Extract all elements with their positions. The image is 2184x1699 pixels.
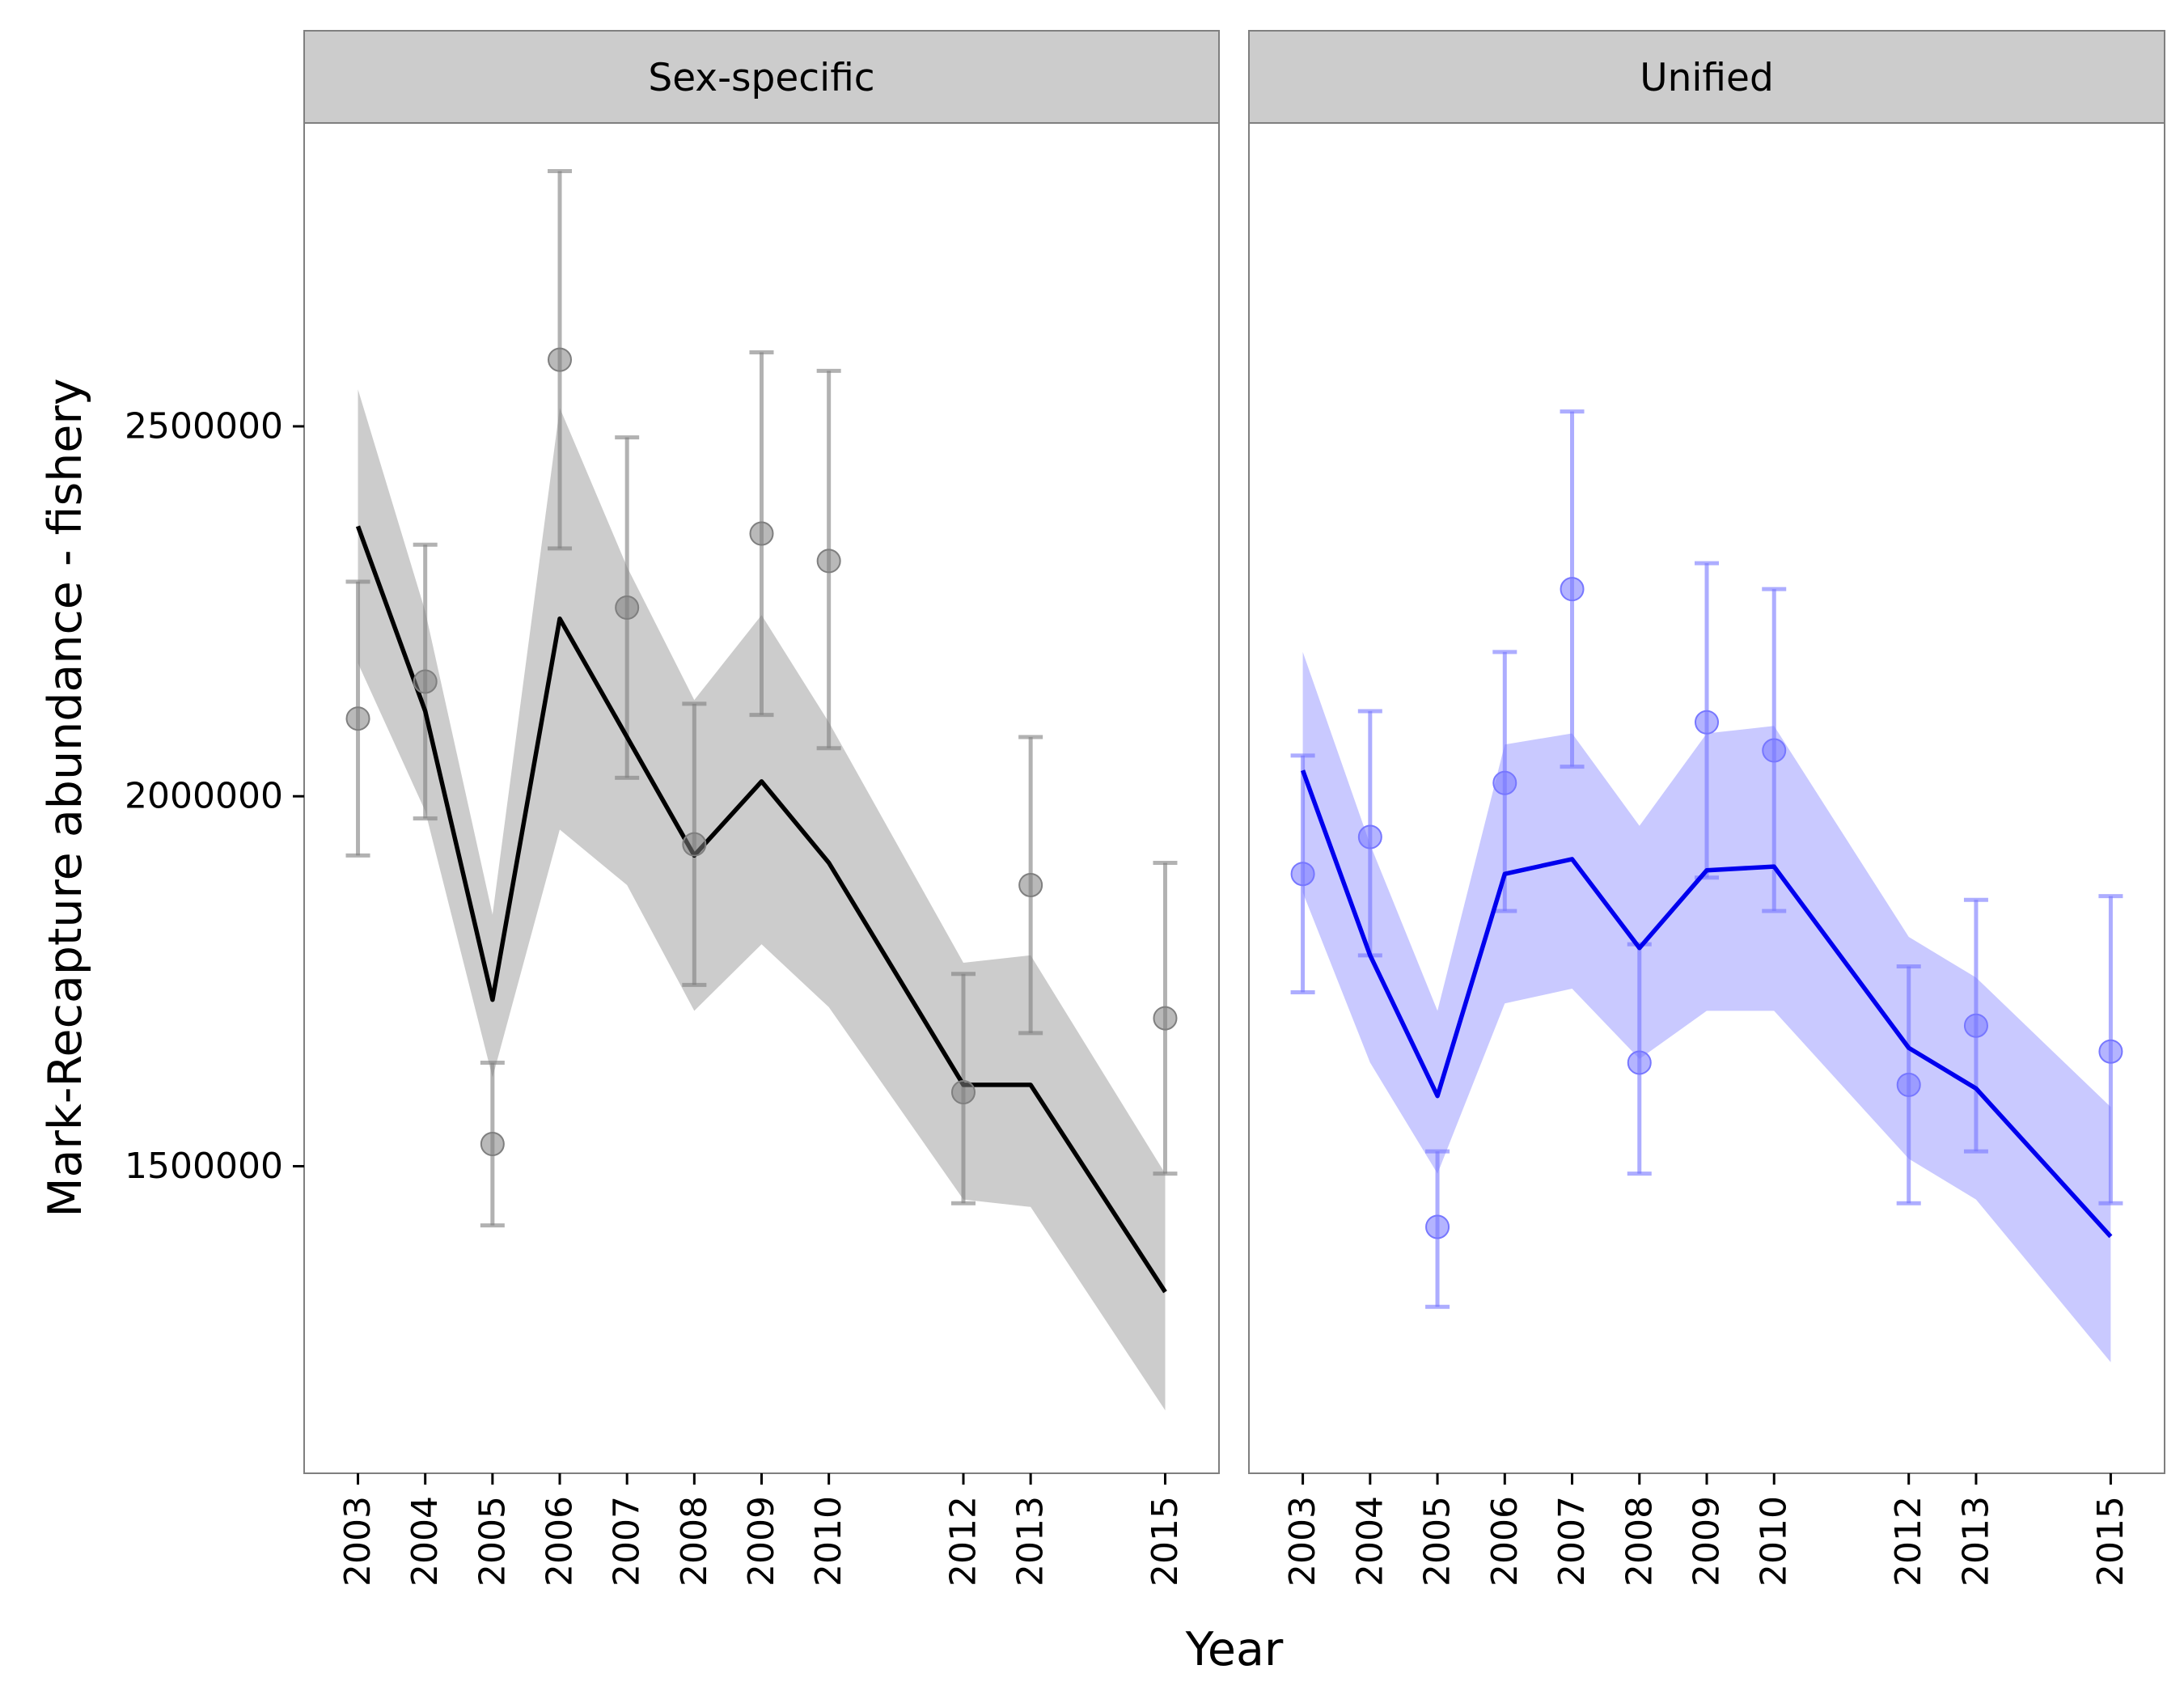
point-unified-2006 [1492,770,1517,795]
strip-unified [1248,30,2165,124]
x-tick-label-unified-2012: 2012 [1888,1496,1929,1587]
point-unified-2012 [1896,1072,1921,1097]
y-tick-label-2000000: 2000000 [125,776,283,817]
strip-sex-specific [303,30,1220,124]
x-tick-label-unified-2005: 2005 [1417,1496,1458,1587]
x-tick-label-sex-specific-2015: 2015 [1145,1496,1186,1587]
point-unified-2010 [1762,738,1787,763]
point-unified-2013 [1963,1013,1988,1038]
x-tick-label-unified-2006: 2006 [1484,1496,1526,1587]
y-axis: 1500000 2000000 2500000 [125,405,304,1187]
marks-sex-specific [345,168,1178,1411]
point-unified-2009 [1695,710,1719,735]
point-sex-specific-2013 [1018,872,1043,897]
panel-sex-specific: Sex-specific [303,30,1220,1474]
x-tick-label-unified-2013: 2013 [1955,1496,1996,1587]
y-axis-title: Mark-Recapture abundance - fishery [39,378,92,1217]
point-sex-specific-2010 [816,549,841,574]
point-sex-specific-2006 [548,347,573,372]
x-tick-label-unified-2015: 2015 [2090,1496,2131,1587]
x-tick-label-unified-2003: 2003 [1282,1496,1323,1587]
point-unified-2004 [1357,824,1382,850]
strip-label-unified: Unified [1640,56,1774,100]
panel-unified: Unified [1248,30,2165,1474]
x-tick-label-unified-2008: 2008 [1619,1496,1660,1587]
point-sex-specific-2003 [345,706,370,731]
y-tick-label-1500000: 1500000 [125,1146,283,1187]
point-sex-specific-2004 [413,669,438,694]
point-unified-2015 [2098,1039,2123,1064]
x-tick-label-sex-specific-2004: 2004 [404,1496,446,1587]
x-tick-label-sex-specific-2010: 2010 [808,1496,849,1587]
point-sex-specific-2005 [480,1132,505,1157]
x-tick-label-sex-specific-2007: 2007 [607,1496,648,1587]
x-tick-label-sex-specific-2006: 2006 [540,1496,581,1587]
point-sex-specific-2007 [615,595,640,621]
x-tick-label-unified-2010: 2010 [1754,1496,1795,1587]
point-unified-2008 [1627,1050,1652,1075]
y-tick-label-2500000: 2500000 [125,405,283,447]
point-sex-specific-2012 [950,1080,976,1105]
point-sex-specific-2015 [1153,1006,1178,1031]
point-sex-specific-2009 [749,521,774,546]
x-tick-label-sex-specific-2005: 2005 [472,1496,513,1587]
x-tick-label-unified-2004: 2004 [1349,1496,1390,1587]
x-tick-label-sex-specific-2003: 2003 [337,1496,379,1587]
fit-line-unified [1301,769,2113,1239]
point-sex-specific-2008 [682,832,707,857]
x-axes: 2003 2004 2005 2006 2007 2008 2009 2010 2012 2013… [337,1473,2131,1587]
x-axis-title: Year [1185,1623,1284,1676]
x-tick-label-unified-2009: 2009 [1687,1496,1728,1587]
marks-unified [1290,409,2123,1362]
x-tick-label-sex-specific-2008: 2008 [674,1496,715,1587]
strip-label-sex-specific: Sex-specific [648,56,874,100]
point-unified-2005 [1425,1214,1450,1239]
x-tick-label-unified-2007: 2007 [1551,1496,1593,1587]
x-tick-label-sex-specific-2009: 2009 [741,1496,782,1587]
x-tick-label-sex-specific-2013: 2013 [1010,1496,1052,1587]
point-unified-2007 [1560,577,1585,602]
x-tick-label-sex-specific-2012: 2012 [943,1496,984,1587]
point-unified-2003 [1290,862,1315,887]
